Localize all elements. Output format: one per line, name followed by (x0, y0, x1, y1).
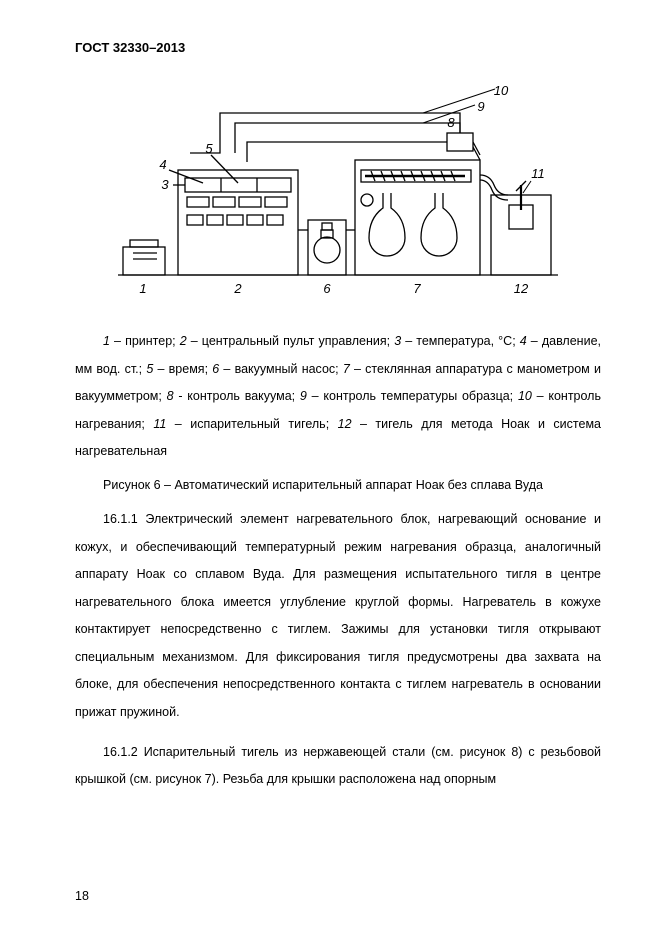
page-number: 18 (75, 889, 89, 903)
page: ГОСТ 32330–2013 (0, 0, 661, 935)
figure-6: 1 2 3 4 5 6 7 8 9 10 11 12 (75, 75, 601, 310)
label-8: 8 (447, 115, 455, 130)
label-9: 9 (477, 99, 484, 114)
label-4: 4 (159, 157, 166, 172)
label-7: 7 (413, 281, 421, 296)
figure-legend: 1 – принтер; 2 – центральный пульт управ… (75, 328, 601, 466)
label-2: 2 (233, 281, 242, 296)
label-10: 10 (494, 83, 509, 98)
apparatus-diagram: 1 2 3 4 5 6 7 8 9 10 11 12 (103, 75, 573, 305)
para-16-1-1: 16.1.1 Электрический элемент нагреватель… (75, 506, 601, 726)
label-3: 3 (161, 177, 169, 192)
label-12: 12 (514, 281, 529, 296)
label-11: 11 (531, 166, 545, 181)
label-6: 6 (323, 281, 331, 296)
para-16-1-2: 16.1.2 Испарительный тигель из нержавеющ… (75, 739, 601, 794)
label-1: 1 (139, 281, 146, 296)
figure-caption: Рисунок 6 – Автоматический испарительный… (75, 478, 601, 492)
doc-header: ГОСТ 32330–2013 (75, 40, 601, 55)
label-5: 5 (205, 141, 213, 156)
